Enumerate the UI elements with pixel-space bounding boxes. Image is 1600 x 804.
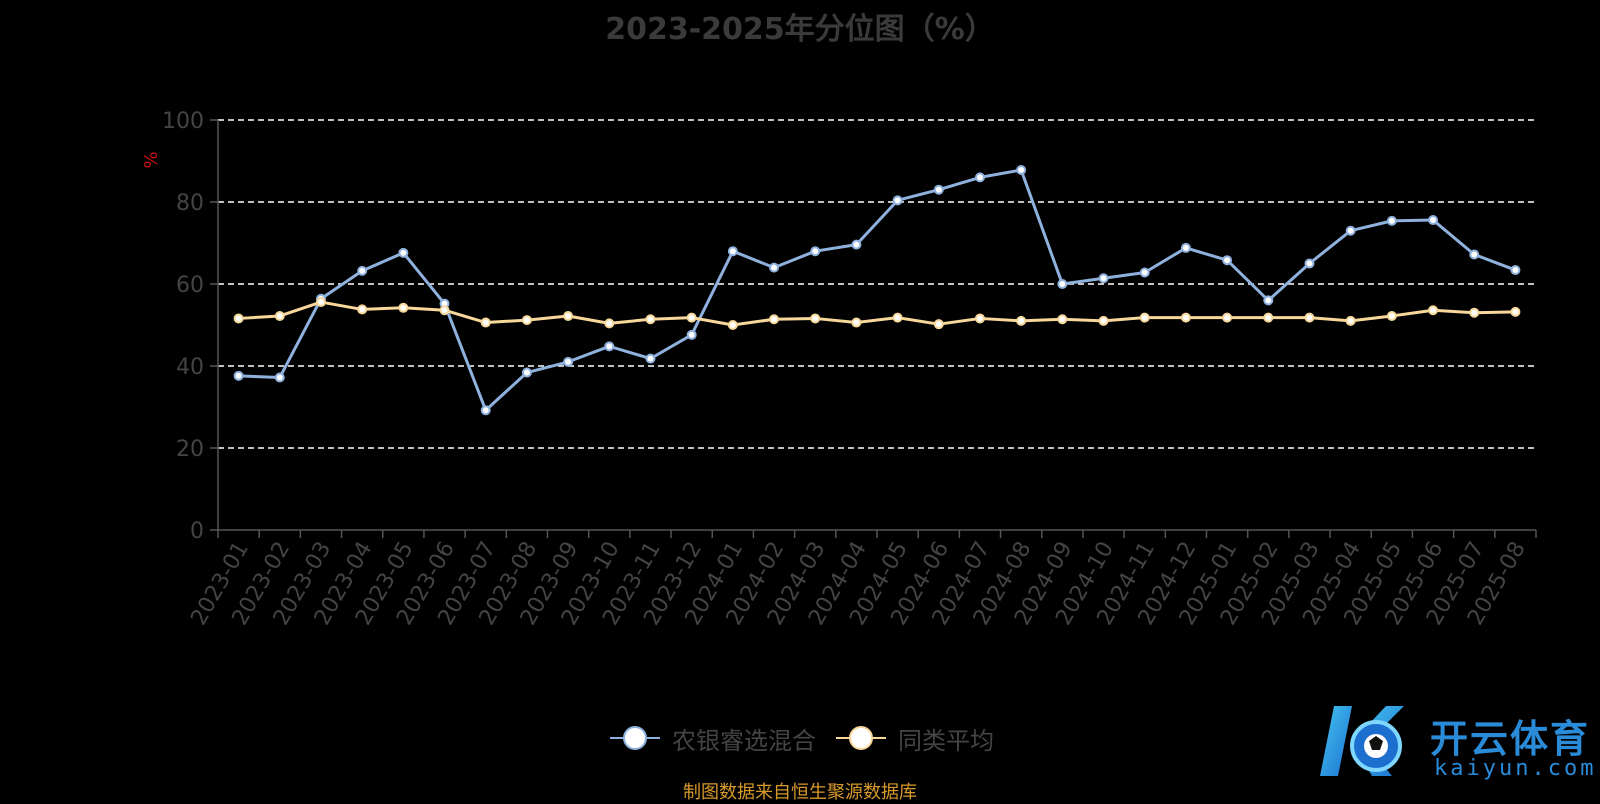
data-point [398,247,409,258]
legend-label-fund: 农银睿选混合 [672,726,816,755]
data-point [439,305,450,316]
line-chart: 0204060801002023-012023-022023-032023-04… [141,109,1537,630]
data-point [769,314,780,325]
data-point [480,317,491,328]
series-line [238,300,1516,327]
data-point [315,297,326,308]
watermark: 开云体育 kaiyun.com [1312,698,1593,788]
data-point [686,312,697,323]
data-point [1098,273,1109,284]
data-point [933,319,944,330]
data-point [686,329,697,340]
data-point [1386,215,1397,226]
data-point [1222,255,1233,266]
data-point [398,302,409,313]
legend-item-fund[interactable]: 农银睿选混合 [610,718,816,758]
data-point [1139,312,1150,323]
data-point [480,405,491,416]
data-point [810,246,821,257]
data-point [1139,267,1150,278]
data-point [974,313,985,324]
legend-marker-peer-average [849,726,873,750]
data-point [274,372,285,383]
data-point [1057,279,1068,289]
legend-marker-fund [623,726,647,750]
grid-lines [218,119,1536,449]
data-point [1016,165,1027,176]
y-tick-label: 80 [176,191,204,216]
data-point [521,315,532,326]
data-point [810,313,821,324]
data-point [892,195,903,206]
y-tick-label: 20 [176,437,204,462]
data-point [851,239,862,250]
legend-item-peer-average[interactable]: 同类平均 [836,718,994,758]
data-point [933,184,944,195]
data-point [357,265,368,276]
data-point [563,310,574,321]
data-point [727,320,738,330]
axes: 0204060801002023-012023-022023-032023-04… [162,109,1537,630]
data-point [1345,315,1356,326]
data-point [274,310,285,321]
watermark-url: kaiyun.com [1434,756,1597,781]
data-point [604,341,615,352]
data-point [1386,310,1397,321]
data-point [233,370,244,381]
data-point [521,367,532,378]
series-peer-average [233,297,1521,330]
data-point [1469,249,1480,260]
data-point [1263,312,1274,323]
data-point [1469,307,1480,318]
series-fund [233,165,1521,416]
y-tick-label: 100 [162,109,204,134]
data-point [1098,315,1109,326]
data-point [1510,306,1521,317]
data-point [645,353,656,364]
data-point [1016,315,1027,326]
data-point [604,318,615,329]
data-point [1345,225,1356,236]
data-point [1180,242,1191,253]
y-tick-label: 40 [176,355,204,380]
data-point [563,356,574,367]
data-point [233,313,244,324]
data-point [727,246,738,257]
data-point [851,317,862,328]
data-point [1510,265,1521,276]
y-axis-label: % [141,151,162,168]
watermark-logo-icon [1320,706,1404,776]
data-point [357,304,368,315]
y-tick-label: 0 [190,519,204,544]
data-point [645,314,656,325]
data-point [1304,258,1315,269]
data-point [1304,312,1315,323]
data-point [1428,305,1439,316]
y-tick-label: 60 [176,273,204,298]
data-point [1222,312,1233,323]
legend-line-fund [610,726,660,750]
series-line [238,168,1516,412]
data-point [1428,215,1439,226]
source-note: 制图数据来自恒生聚源数据库 [683,782,917,803]
legend-label-peer-average: 同类平均 [898,726,994,755]
data-point [769,262,780,273]
watermark-brand: 开云体育 [1430,717,1591,761]
data-point [892,312,903,323]
data-point [1263,295,1274,306]
data-point [1180,312,1191,323]
chart-title: 2023-2025年分位图（%） [605,12,995,47]
legend-line-peer-average [836,726,886,750]
series-layer [233,165,1521,416]
data-point [1057,314,1068,325]
data-point [974,172,985,183]
legend: 农银睿选混合 同类平均 [0,718,1600,758]
